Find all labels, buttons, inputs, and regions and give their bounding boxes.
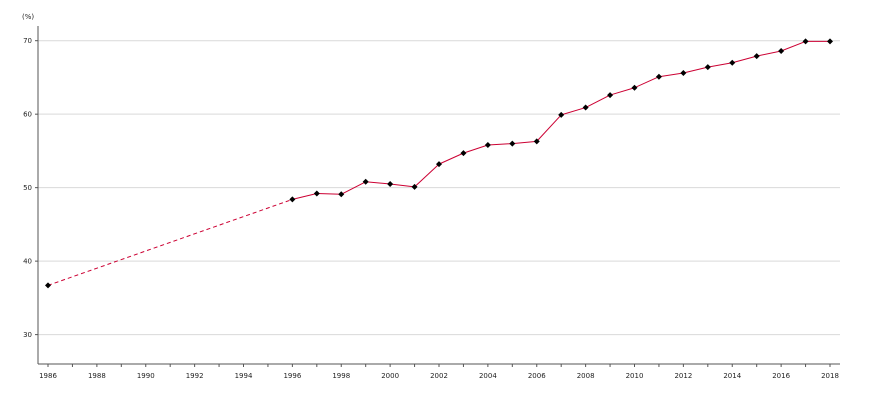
data-point (607, 92, 614, 99)
x-tick-label: 2008 (577, 372, 595, 380)
series-markers (45, 38, 833, 289)
x-tick-label: 1986 (39, 372, 57, 380)
data-point (558, 111, 565, 118)
y-unit-label: (%) (22, 13, 34, 21)
data-point (484, 142, 491, 149)
x-tick-label: 1996 (283, 372, 301, 380)
x-tick-label: 2002 (430, 372, 448, 380)
data-point (338, 191, 345, 198)
gridlines (38, 40, 840, 336)
data-point (289, 196, 296, 203)
x-tick-label: 1998 (332, 372, 350, 380)
data-point (827, 38, 833, 45)
x-tick-label: 1988 (88, 372, 106, 380)
series-line-segment (707, 62, 733, 68)
data-point (411, 183, 418, 190)
y-tick-label: 40 (23, 258, 32, 266)
series-line-segment (487, 143, 513, 146)
series-line-segment (390, 183, 415, 188)
data-point (436, 161, 442, 168)
series-line-segment (634, 76, 660, 89)
series-line-segment (365, 181, 391, 185)
data-point (509, 140, 516, 147)
series-line-segment (658, 72, 684, 78)
y-tick-label: 60 (23, 111, 32, 119)
data-point (704, 64, 711, 71)
y-tick-labels: 30 40 50 60 70 (23, 37, 32, 339)
series-line-segment (316, 193, 342, 195)
series-line-segment (292, 193, 317, 200)
series-line-segment (512, 140, 537, 145)
data-point (45, 282, 51, 289)
data-point (802, 38, 809, 45)
data-point (387, 180, 394, 187)
series-line-segment (463, 144, 489, 154)
axes (35, 26, 840, 367)
series-line-segment (683, 66, 708, 74)
y-tick-label: 70 (23, 37, 32, 45)
y-tick-label: 30 (23, 331, 32, 339)
x-tick-label: 1990 (137, 372, 155, 380)
x-tick-label: 2010 (626, 372, 644, 380)
data-point (313, 190, 320, 197)
series-line-segment (585, 94, 611, 109)
series-line-segment (536, 114, 562, 142)
series-line-segment (780, 40, 806, 52)
data-point (680, 70, 687, 77)
data-point (655, 73, 662, 80)
series-line (47, 40, 830, 286)
series-line-segment (341, 181, 366, 195)
data-point (362, 178, 369, 185)
x-tick-label: 2004 (479, 372, 497, 380)
x-tick-label: 2012 (674, 372, 692, 380)
data-point (582, 104, 589, 111)
x-tick-label: 2018 (821, 372, 839, 380)
data-point (533, 138, 540, 145)
series-line-segment (561, 107, 586, 116)
series-line-segment (756, 50, 782, 57)
data-point (753, 53, 760, 60)
x-tick-label: 2006 (528, 372, 546, 380)
data-point (778, 47, 785, 54)
data-point (729, 59, 736, 66)
data-point (631, 84, 638, 91)
series-line-segment (414, 163, 440, 188)
x-tick-labels: 1986 1988 1990 1992 1994 1996 1998 2000 2002 2004… (39, 372, 839, 380)
x-tick-label: 2016 (772, 372, 790, 380)
x-tick-label: 2000 (381, 372, 399, 380)
series-line-segment (732, 55, 757, 64)
x-tick-label: 1992 (186, 372, 204, 380)
series-line-segment (47, 198, 293, 286)
y-tick-label: 50 (23, 184, 32, 192)
data-point (460, 150, 467, 157)
series-line-segment (438, 152, 464, 165)
x-tick-label: 2014 (723, 372, 741, 380)
x-tick-label: 1994 (235, 372, 253, 380)
series-line-segment (609, 87, 635, 96)
